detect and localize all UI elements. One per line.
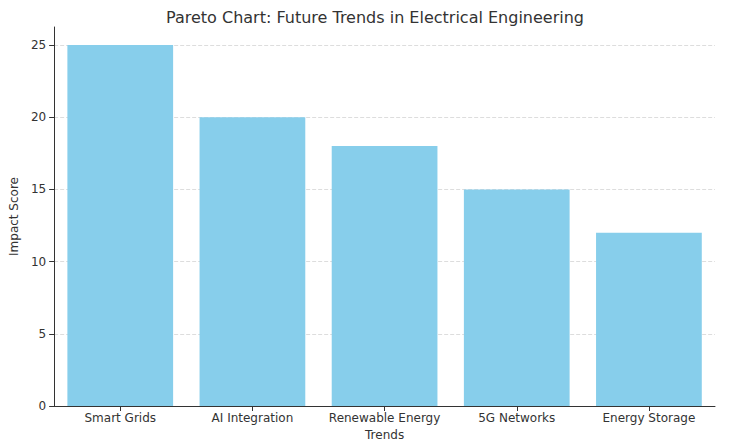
svg-text:5G Networks: 5G Networks <box>478 411 555 425</box>
svg-text:Smart Grids: Smart Grids <box>84 411 156 425</box>
svg-text:Renewable Energy: Renewable Energy <box>329 411 441 425</box>
svg-text:0: 0 <box>39 399 47 413</box>
svg-text:15: 15 <box>31 182 46 196</box>
svg-text:Energy Storage: Energy Storage <box>603 411 696 425</box>
svg-text:Impact Score: Impact Score <box>7 177 21 256</box>
svg-text:Trends: Trends <box>364 428 404 442</box>
svg-text:20: 20 <box>31 110 46 124</box>
svg-text:AI Integration: AI Integration <box>212 411 294 425</box>
svg-text:25: 25 <box>31 38 46 52</box>
svg-text:5: 5 <box>39 327 47 341</box>
svg-text:10: 10 <box>31 255 46 269</box>
svg-text:Pareto Chart: Future Trends in: Pareto Chart: Future Trends in Electrica… <box>166 8 584 27</box>
